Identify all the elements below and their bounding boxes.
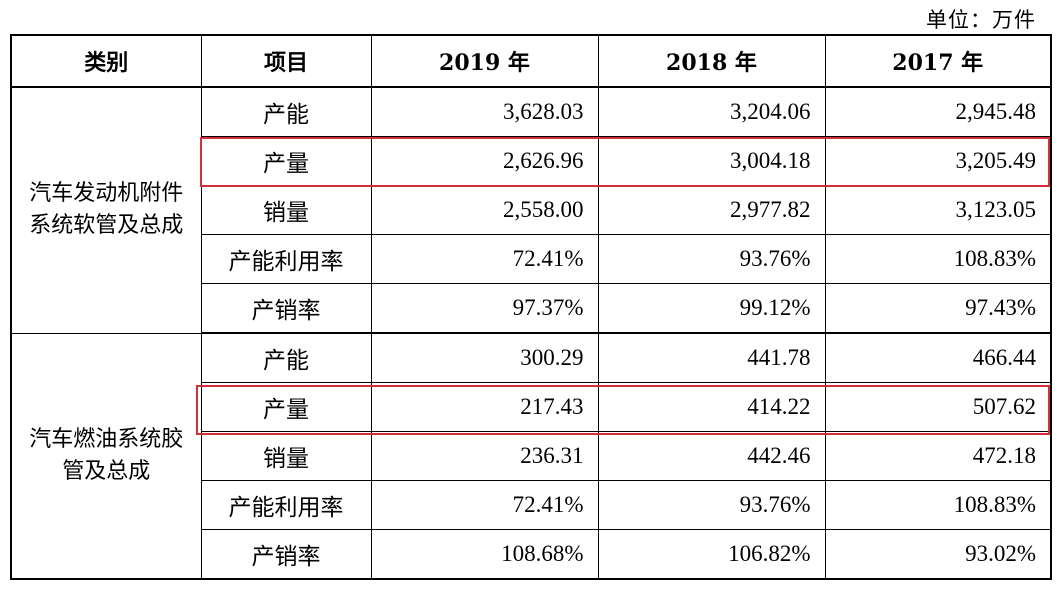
header-item: 项目 <box>200 34 372 88</box>
value-2018: 442.46 <box>597 431 826 481</box>
capacity-table: 类别 项目 2019 年 2018 年 2017 年 汽车发动机附件系统软管及总… <box>10 34 1052 580</box>
value-2017: 466.44 <box>824 332 1052 383</box>
table-row: 汽车发动机附件系统软管及总成 产能 3,628.03 3,204.06 2,94… <box>10 86 1052 334</box>
value-2018: 106.82% <box>597 529 826 580</box>
value-2017: 507.62 <box>824 382 1052 432</box>
table-row: 产能利用率 72.41% 93.76% 108.83% <box>11 234 1052 284</box>
table-row: 产销率 108.68% 106.82% 93.02% <box>11 529 1052 580</box>
header-row: 类别 项目 2019 年 2018 年 2017 年 <box>10 34 1052 88</box>
category-cell: 汽车燃油系统胶管及总成 <box>10 332 202 580</box>
item-cell: 产量 <box>200 382 372 432</box>
header-category: 类别 <box>10 34 202 88</box>
value-2017: 3,205.49 <box>824 136 1052 186</box>
value-2018: 3,204.06 <box>597 86 826 137</box>
value-2017: 472.18 <box>824 431 1052 481</box>
item-cell: 产能利用率 <box>200 480 372 530</box>
value-2019: 2,558.00 <box>370 185 599 235</box>
value-2018: 93.76% <box>597 234 826 284</box>
table-row: 产能利用率 72.41% 93.76% 108.83% <box>11 480 1052 530</box>
value-2017: 3,123.05 <box>824 185 1052 235</box>
unit-label: 单位：万件 <box>926 8 1036 32</box>
table-row: 销量 236.31 442.46 472.18 <box>11 431 1052 481</box>
item-cell: 产量 <box>200 136 372 186</box>
item-cell: 产销率 <box>200 529 372 580</box>
value-2017: 97.43% <box>824 283 1052 334</box>
value-2019: 72.41% <box>370 234 599 284</box>
table-row: 产量 217.43 414.22 507.62 <box>11 382 1052 432</box>
item-cell: 产能 <box>200 86 372 137</box>
value-2019: 2,626.96 <box>370 136 599 186</box>
value-2018: 3,004.18 <box>597 136 826 186</box>
item-cell: 产能 <box>200 332 372 383</box>
header-2017: 2017 年 <box>824 34 1052 88</box>
value-2017: 108.83% <box>824 234 1052 284</box>
item-cell: 销量 <box>200 431 372 481</box>
value-2019: 3,628.03 <box>370 86 599 137</box>
value-2017: 2,945.48 <box>824 86 1052 137</box>
header-2019: 2019 年 <box>370 34 599 88</box>
value-2018: 414.22 <box>597 382 826 432</box>
value-2019: 108.68% <box>370 529 599 580</box>
value-2019: 72.41% <box>370 480 599 530</box>
value-2017: 108.83% <box>824 480 1052 530</box>
item-cell: 产能利用率 <box>200 234 372 284</box>
value-2017: 93.02% <box>824 529 1052 580</box>
value-2019: 236.31 <box>370 431 599 481</box>
value-2018: 2,977.82 <box>597 185 826 235</box>
table-row: 汽车燃油系统胶管及总成 产能 300.29 441.78 466.44 <box>10 332 1052 580</box>
value-2019: 97.37% <box>370 283 599 334</box>
table-row: 产销率 97.37% 99.12% 97.43% <box>11 283 1052 334</box>
item-cell: 产销率 <box>200 283 372 334</box>
value-2019: 217.43 <box>370 382 599 432</box>
header-2018: 2018 年 <box>597 34 826 88</box>
value-2019: 300.29 <box>370 332 599 383</box>
value-2018: 99.12% <box>597 283 826 334</box>
value-2018: 93.76% <box>597 480 826 530</box>
category-cell: 汽车发动机附件系统软管及总成 <box>10 86 202 334</box>
item-cell: 销量 <box>200 185 372 235</box>
value-2018: 441.78 <box>597 332 826 383</box>
